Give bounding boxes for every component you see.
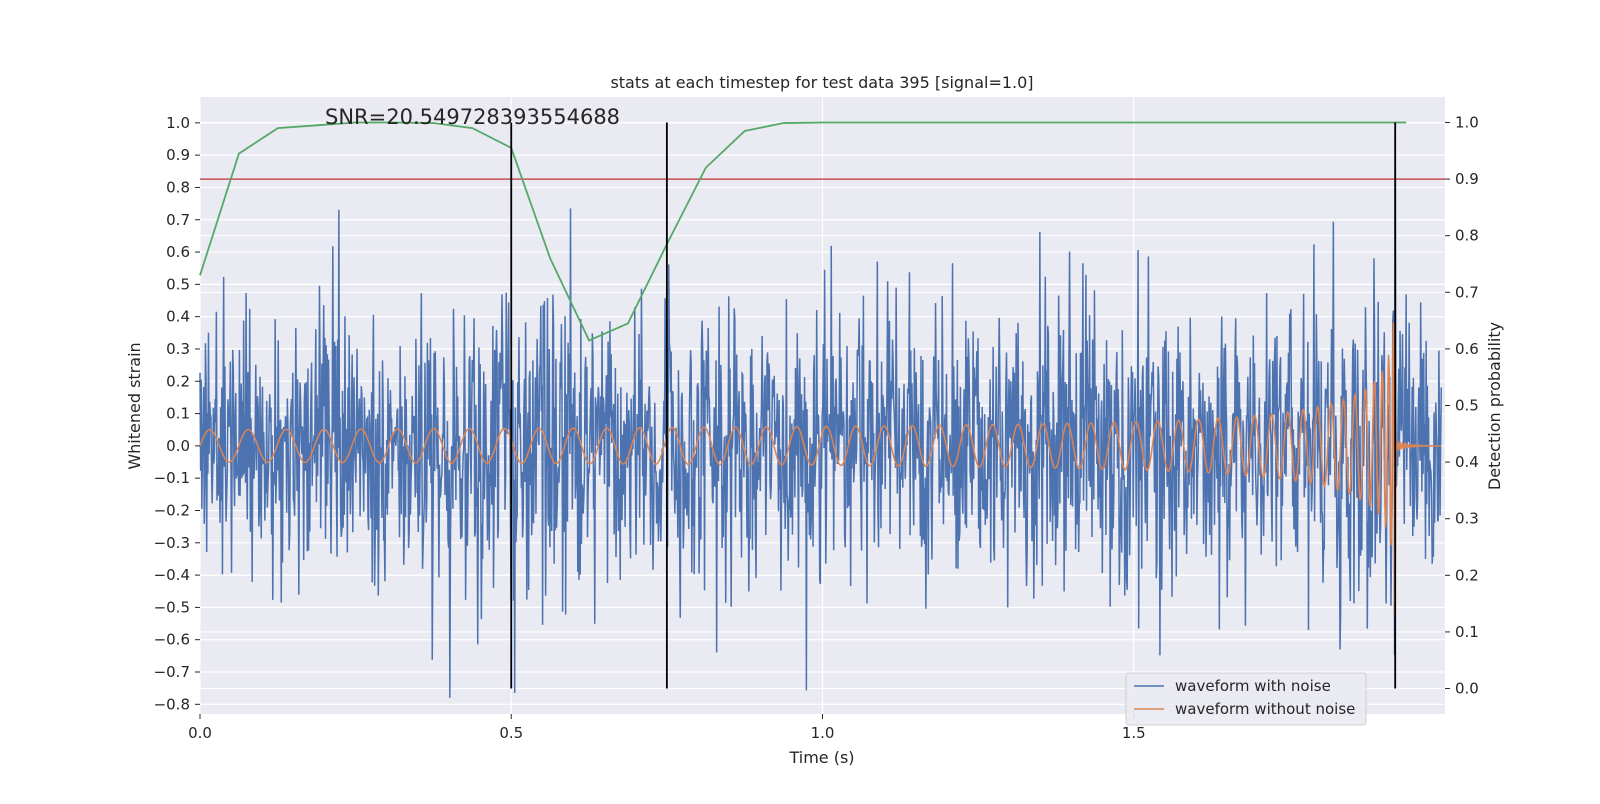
y-axis-label-right: Detection probability xyxy=(1485,322,1504,490)
y-axis-label-left: Whitened strain xyxy=(125,342,144,469)
legend-label-clean: waveform without noise xyxy=(1175,700,1355,718)
y-tick-label-left: −0.3 xyxy=(154,534,190,552)
y-tick-label-right: 0.2 xyxy=(1455,566,1479,584)
legend-label-noise: waveform with noise xyxy=(1175,677,1331,695)
y-tick-label-right: 0.8 xyxy=(1455,227,1479,245)
y-tick-label-right: 0.6 xyxy=(1455,340,1479,358)
y-tick-label-left: −0.6 xyxy=(154,631,190,649)
snr-annotation: SNR=20.549728393554688 xyxy=(325,105,620,129)
legend: waveform with noise waveform without noi… xyxy=(1125,672,1367,726)
y-tick-label-right: 0.4 xyxy=(1455,453,1479,471)
marker-layer xyxy=(199,121,1445,689)
tick-layer: 0.0 0.5 1.0 1.5 1.0 0.9 0.8 0.7 0.6 0.5 0.4 0.3 0.2 0… xyxy=(154,113,1479,742)
y-tick-label-left: −0.5 xyxy=(154,598,190,616)
y-tick-label-right: 0.1 xyxy=(1455,623,1479,641)
y-tick-label-left: 0.6 xyxy=(166,243,190,261)
y-tick-label-left: 0.5 xyxy=(166,275,190,293)
chart-title: stats at each timestep for test data 395… xyxy=(610,73,1033,92)
y-tick-label-right: 0.7 xyxy=(1455,283,1479,301)
x-axis-label: Time (s) xyxy=(788,748,854,767)
series-line-waveform-with-noise xyxy=(199,122,1443,698)
y-tick-label-left: 0.8 xyxy=(166,178,190,196)
y-tick-label-left: 0.3 xyxy=(166,340,190,358)
y-tick-label-left: 0.7 xyxy=(166,211,190,229)
y-tick-label-left: 1.0 xyxy=(166,114,190,132)
y-tick-label-left: 0.9 xyxy=(166,146,190,164)
y-tick-label-left: −0.7 xyxy=(154,663,190,681)
y-tick-label-left: 0.0 xyxy=(166,437,190,455)
series-line-detection-probability xyxy=(199,121,1407,342)
y-tick-label-right: 0.5 xyxy=(1455,397,1479,415)
legend-box xyxy=(1125,672,1367,726)
y-tick-label-left: 0.2 xyxy=(166,372,190,390)
y-tick-label-left: −0.8 xyxy=(154,695,190,713)
y-tick-label-right: 0.9 xyxy=(1455,170,1479,188)
x-tick-label: 1.5 xyxy=(1122,724,1146,742)
y-tick-label-right: 0.0 xyxy=(1455,680,1479,698)
y-tick-label-left: −0.2 xyxy=(154,501,190,519)
y-tick-label-left: −0.4 xyxy=(154,566,190,584)
x-tick-label: 1.0 xyxy=(811,724,835,742)
series-line-waveform-without-noise xyxy=(199,322,1442,615)
x-tick-label: 0.0 xyxy=(188,724,212,742)
y-tick-label-left: −0.1 xyxy=(154,469,190,487)
y-tick-label-left: 0.4 xyxy=(166,308,190,326)
series-layer xyxy=(199,122,1443,698)
y-tick-label-right: 0.3 xyxy=(1455,510,1479,528)
x-tick-label: 0.5 xyxy=(499,724,523,742)
y-tick-label-left: 0.1 xyxy=(166,405,190,423)
y-tick-label-right: 1.0 xyxy=(1455,113,1479,131)
